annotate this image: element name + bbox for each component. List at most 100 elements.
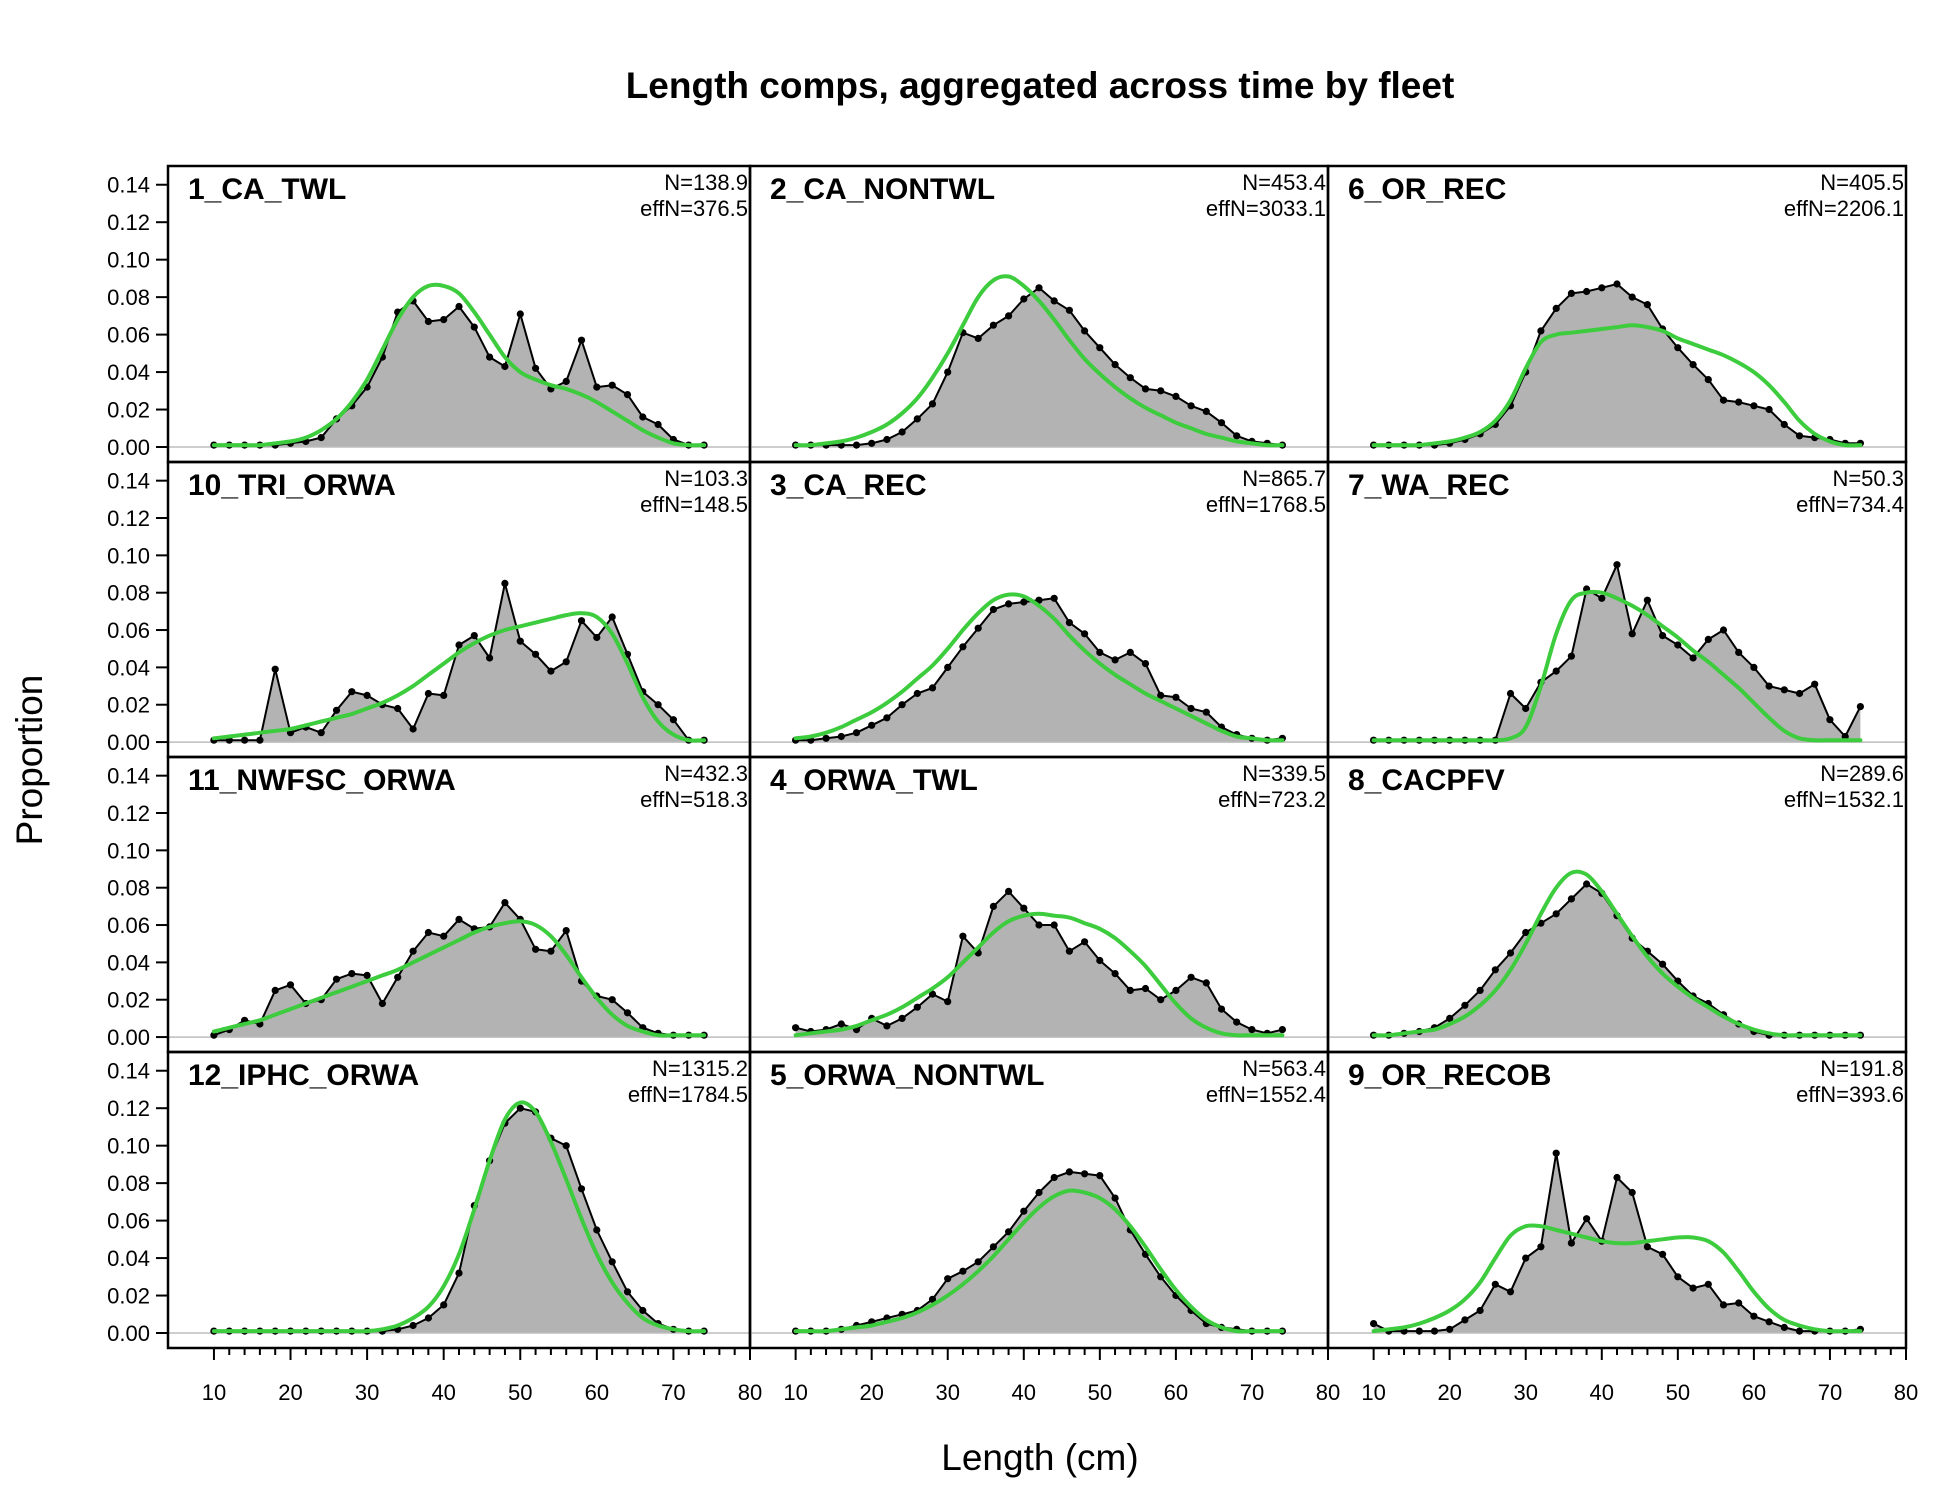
y-tick-label: 0.10 <box>107 543 150 568</box>
observed-point <box>1719 626 1728 634</box>
observed-point <box>1157 691 1165 700</box>
observed-point <box>792 1024 800 1032</box>
observed-point <box>409 725 417 733</box>
panel-label: 6_OR_REC <box>1348 173 1506 206</box>
observed-point <box>577 1185 586 1193</box>
panel-label: 4_ORWA_TWL <box>770 764 978 797</box>
y-tick-label: 0.12 <box>107 801 150 826</box>
observed-point <box>1491 1280 1499 1288</box>
observed-point <box>1583 880 1591 888</box>
expected-line <box>1371 589 1863 743</box>
observed-point <box>1141 984 1150 993</box>
y-tick-label: 0.06 <box>107 618 150 643</box>
panel-label: 2_CA_NONTWL <box>770 173 995 206</box>
observed-point <box>639 1306 647 1315</box>
observed-point <box>913 415 921 423</box>
observed-point <box>1552 667 1560 675</box>
observed-point <box>1476 1306 1484 1315</box>
observed-point <box>1750 1312 1758 1320</box>
observed-point <box>1187 973 1195 981</box>
observed-point <box>1583 1215 1591 1223</box>
x-tick-label: 70 <box>1240 1380 1264 1405</box>
y-tick-label: 0.08 <box>107 285 150 310</box>
observed-point <box>1020 1207 1028 1215</box>
observed-point <box>1795 1327 1804 1335</box>
observed-point <box>837 732 845 741</box>
x-tick-label: 20 <box>859 1380 883 1405</box>
observed-point <box>593 633 601 642</box>
observed-point <box>363 971 371 980</box>
observed-point <box>1552 1149 1560 1157</box>
observed-area <box>213 300 705 447</box>
y-tick-label: 0.06 <box>107 1209 150 1234</box>
observed-point <box>1233 432 1241 440</box>
panel-label: 3_CA_REC <box>770 469 927 502</box>
observed-area <box>795 598 1283 743</box>
panel-label: 11_NWFSC_ORWA <box>188 764 456 797</box>
observed-point <box>1522 928 1530 937</box>
observed-point <box>440 316 448 324</box>
observed-point <box>1476 986 1484 995</box>
expected-line <box>1371 869 1863 1038</box>
observed-point <box>1141 385 1150 393</box>
observed-point <box>1065 947 1073 955</box>
x-tick-label: 40 <box>1012 1380 1036 1405</box>
observed-point <box>1567 652 1575 660</box>
observed-point <box>1005 312 1013 320</box>
observed-area <box>1373 884 1861 1038</box>
observed-point <box>1613 1173 1621 1182</box>
observed-point <box>1050 594 1058 602</box>
y-tick-label: 0.04 <box>107 950 150 975</box>
observed-point <box>1217 419 1226 427</box>
observed-point <box>1613 561 1621 569</box>
observed-point <box>470 632 478 640</box>
observed-point <box>1035 1188 1043 1197</box>
axes-group: 0.00 0.02 0.04 0.06 0.08 0.10 0.12 0.14 0.00 0.02… <box>107 173 1918 1405</box>
observed-point <box>1552 910 1560 918</box>
observed-point <box>1659 960 1667 968</box>
observed-point <box>989 1243 998 1251</box>
observed-point <box>1628 1188 1636 1197</box>
x-tick-label: 70 <box>1818 1380 1842 1405</box>
observed-point <box>608 996 616 1004</box>
observed-point <box>1704 1280 1712 1288</box>
observed-point <box>1719 396 1728 404</box>
expected-line <box>211 919 707 1038</box>
observed-point <box>1096 956 1104 965</box>
observed-point <box>1674 641 1682 649</box>
observed-point <box>1643 596 1651 604</box>
observed-point <box>1096 1172 1104 1180</box>
observed-point <box>623 1288 632 1296</box>
panel-n: N=103.3 <box>664 466 748 491</box>
expected-line <box>211 1100 707 1334</box>
observed-point <box>1598 594 1606 602</box>
y-axis-label: Proportion <box>9 675 50 846</box>
panel-n: N=1315.2 <box>652 1056 748 1081</box>
y-tick-label: 0.02 <box>107 988 150 1013</box>
observed-point <box>1491 966 1499 974</box>
panel-label: 7_WA_REC <box>1348 469 1510 502</box>
observed-point <box>394 704 402 713</box>
observed-point <box>1689 654 1697 662</box>
observed-point <box>378 999 386 1008</box>
observed-point <box>1187 704 1195 713</box>
observed-point <box>1446 1014 1454 1023</box>
observed-point <box>852 441 861 449</box>
observed-point <box>1005 887 1013 896</box>
observed-point <box>1750 663 1758 672</box>
panel-effn: effN=1552.4 <box>1206 1082 1326 1107</box>
observed-point <box>1111 361 1119 369</box>
observed-point <box>1506 689 1515 698</box>
observed-point <box>593 1226 601 1234</box>
observed-point <box>1111 1194 1119 1202</box>
observed-point <box>944 1275 952 1283</box>
observed-area <box>213 1108 705 1333</box>
y-tick-label: 0.08 <box>107 1171 150 1196</box>
